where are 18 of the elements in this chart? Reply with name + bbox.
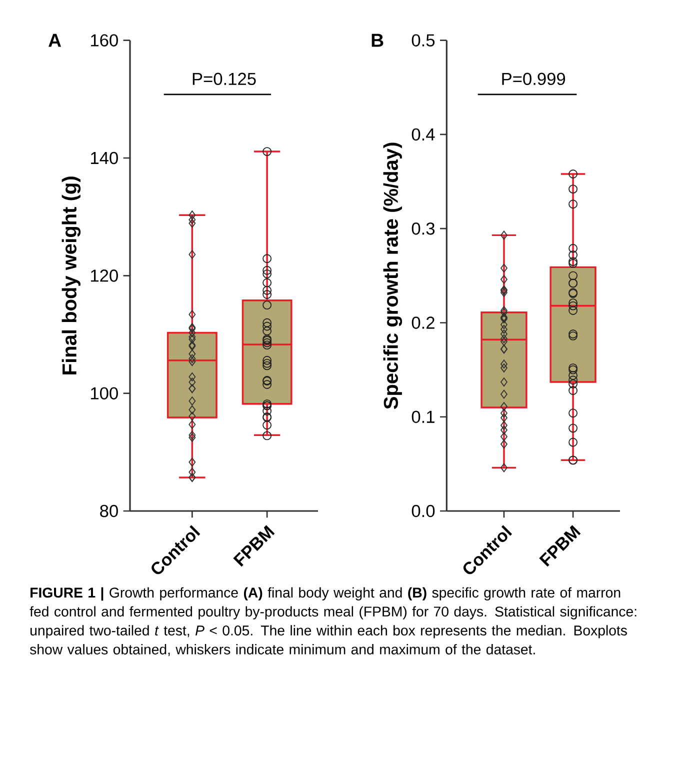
text: FIGURE 1 | Growth performance (A) final body weight and (B) specific growth rate of marron fed control and fermented poultry by-products meal (FPBM) for 70 days. Statistical significance: unpaired two-tailed t test, P < 0.05. The line within each box represents the median. Boxplots show values obtained, whiskers indicate minimum and maximum of the dataset. [30, 587, 636, 656]
y-tick-label: 0.4 [412, 128, 435, 141]
y-tick-label: 100 [91, 387, 118, 400]
annotation: P=0.125 [192, 72, 256, 86]
y-tick-label: 0.5 [412, 34, 435, 46]
y-axis-title: Final body weight (g) [62, 176, 81, 374]
y-tick-label: 80 [100, 504, 118, 518]
y-tick-label: 140 [91, 152, 118, 164]
y-tick-label: 0.2 [412, 316, 434, 329]
annotation: P=0.999 [502, 72, 566, 86]
chart-title: A [48, 34, 62, 47]
chart-title: B [372, 34, 384, 47]
y-tick-label: 0.0 [412, 504, 435, 518]
y-tick-label: 0.3 [412, 222, 435, 235]
y-tick-label: 120 [91, 270, 118, 282]
y-tick-label: 160 [91, 34, 118, 46]
y-tick-label: 0.1 [412, 410, 434, 423]
y-axis-title: Specific growth rate (%/day) [383, 142, 402, 409]
